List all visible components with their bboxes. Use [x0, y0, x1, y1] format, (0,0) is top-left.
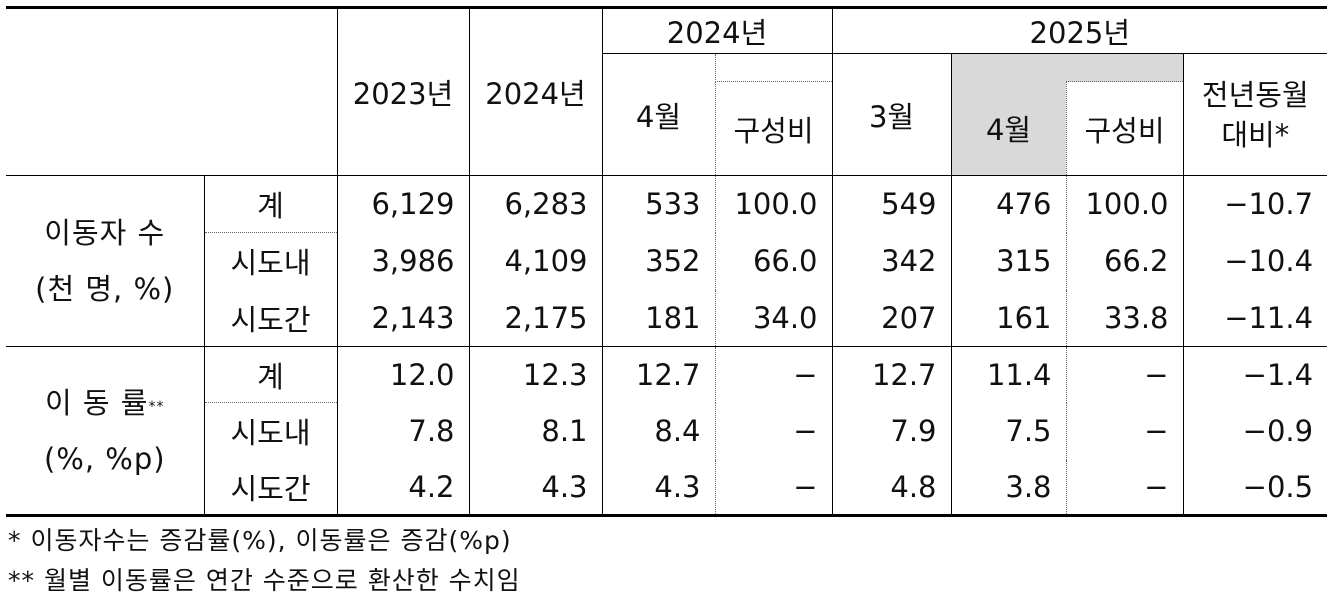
- row-label: 시도내: [203, 232, 337, 290]
- cell-share-2024: −: [714, 402, 833, 460]
- cell-apr-2025: 315: [950, 232, 1067, 290]
- header-apr-2025: 4월: [950, 81, 1067, 176]
- cell-apr-2024: 8.4: [601, 402, 715, 460]
- header-share-2025: 구성비: [1065, 81, 1184, 176]
- cell-apr-2024: 352: [601, 232, 715, 290]
- group-rate-title: 이 동 률: [45, 385, 149, 420]
- cell-share-2025: 100.0: [1065, 175, 1184, 233]
- cell-share-2024: −: [714, 346, 833, 403]
- group-movers-line2: (천 명, %): [35, 272, 175, 306]
- cell-2024: 2,175: [468, 289, 602, 347]
- header-yoy-line2: 대비*: [1221, 117, 1290, 152]
- header-2023: 2023년: [336, 6, 469, 176]
- cell-mar-2025: 7.9: [831, 402, 952, 460]
- header-yoy-line1: 전년동월: [1201, 77, 1309, 112]
- cell-mar-2025: 12.7: [831, 346, 952, 403]
- table-row: 시도간 4.2 4.3 4.3 − 4.8 3.8 − −0.5: [6, 459, 1328, 517]
- footnotes: * 이동자수는 증감률(%), 이동률은 증감(%p) ** 월별 이동률은 연…: [8, 521, 521, 601]
- cell-2023: 4.2: [336, 459, 469, 517]
- header-row-months: 구성비 4월 구성비: [6, 81, 1327, 176]
- cell-2024: 4,109: [468, 232, 602, 290]
- cell-apr-2025: 7.5: [950, 402, 1067, 460]
- cell-share-2024: −: [714, 459, 833, 517]
- cell-yoy: −10.7: [1182, 175, 1328, 233]
- cell-apr-2024: 533: [601, 175, 715, 233]
- cell-yoy: −0.9: [1182, 402, 1328, 460]
- group-rate-footnote-mark: **: [148, 398, 165, 415]
- cell-2023: 12.0: [336, 346, 469, 403]
- cell-yoy: −10.4: [1182, 232, 1328, 290]
- table-row: 시도내 7.8 8.1 8.4 − 7.9 7.5 − −0.9: [6, 402, 1328, 460]
- cell-share-2025: 66.2: [1065, 232, 1184, 290]
- cell-2024: 8.1: [468, 402, 602, 460]
- cell-yoy: −1.4: [1182, 346, 1328, 403]
- cell-share-2025: 33.8: [1065, 289, 1184, 347]
- group-label-rate: 이 동 률** (%, %p): [6, 346, 204, 517]
- row-label: 시도간: [203, 289, 337, 347]
- group-label-movers: 이동자 수 (천 명, %): [6, 175, 204, 347]
- cell-apr-2025: 161: [950, 289, 1067, 347]
- header-share-2025-top: [1066, 53, 1184, 82]
- group-rate-line1: 이 동 률**: [6, 375, 204, 431]
- cell-2024: 12.3: [468, 346, 602, 403]
- header-2024: 2024년: [468, 6, 602, 176]
- header-share-2024: 구성비: [714, 81, 833, 176]
- row-label: 시도간: [203, 459, 337, 517]
- footnote-yoy: * 이동자수는 증감률(%), 이동률은 증감(%p): [8, 526, 512, 555]
- cell-share-2024: 66.0: [714, 232, 833, 290]
- cell-2023: 7.8: [336, 402, 469, 460]
- cell-mar-2025: 207: [831, 289, 952, 347]
- cell-mar-2025: 342: [831, 232, 952, 290]
- cell-apr-2025: 476: [950, 175, 1067, 233]
- header-corner: [6, 6, 337, 176]
- header-group-2024: 2024년: [601, 6, 833, 54]
- cell-mar-2025: 549: [831, 175, 952, 233]
- row-label: 시도내: [203, 402, 337, 460]
- cell-apr-2024: 181: [601, 289, 715, 347]
- group-movers-line1: 이동자 수: [44, 216, 166, 250]
- header-group-2025: 2025년: [831, 6, 1328, 54]
- cell-2023: 2,143: [336, 289, 469, 347]
- table-row: 이 동 률** (%, %p) 계 12.0 12.3 12.7 − 12.7 …: [6, 346, 1328, 517]
- row-label: 계: [203, 175, 337, 233]
- cell-share-2024: 34.0: [714, 289, 833, 347]
- cell-share-2024: 100.0: [714, 175, 833, 233]
- cell-share-2025: −: [1065, 346, 1184, 403]
- cell-apr-2025: 11.4: [950, 346, 1067, 403]
- cell-mar-2025: 4.8: [831, 459, 952, 517]
- header-apr-2025-top: [950, 53, 1067, 82]
- header-apr-2024: 4월: [601, 53, 715, 176]
- table-row: 시도내 3,986 4,109 352 66.0 342 315 66.2 −1…: [6, 232, 1328, 290]
- cell-apr-2024: 12.7: [601, 346, 715, 403]
- cell-yoy: −11.4: [1182, 289, 1328, 347]
- cell-2023: 6,129: [336, 175, 469, 233]
- header-row-years: 2023년 2024년 2024년 2025년: [6, 6, 1328, 176]
- cell-2024: 4.3: [468, 459, 602, 517]
- header-row-spacer: 4월 3월 전년동월 대비*: [6, 53, 1328, 176]
- footnote-rate: ** 월별 이동률은 연간 수준으로 환산한 수치임: [8, 566, 521, 595]
- group-rate-line2: (%, %p): [43, 441, 166, 476]
- table-row: 시도간 2,143 2,175 181 34.0 207 161 33.8 −1…: [6, 289, 1328, 347]
- table-row: 이동자 수 (천 명, %) 계 6,129 6,283 533 100.0 5…: [6, 175, 1328, 347]
- cell-2024: 6,283: [468, 175, 602, 233]
- cell-2023: 3,986: [336, 232, 469, 290]
- migration-stats-table: 2023년 2024년 2024년 2025년 4월 3월 전년동월 대비* 구…: [6, 6, 1328, 517]
- header-yoy: 전년동월 대비*: [1182, 53, 1328, 176]
- cell-apr-2025: 3.8: [950, 459, 1067, 517]
- header-share-2024-top: [714, 53, 833, 82]
- cell-yoy: −0.5: [1182, 459, 1328, 517]
- cell-share-2025: −: [1065, 459, 1184, 517]
- row-label: 계: [203, 346, 337, 403]
- header-mar-2025: 3월: [831, 53, 952, 176]
- cell-apr-2024: 4.3: [601, 459, 715, 517]
- cell-share-2025: −: [1065, 402, 1184, 460]
